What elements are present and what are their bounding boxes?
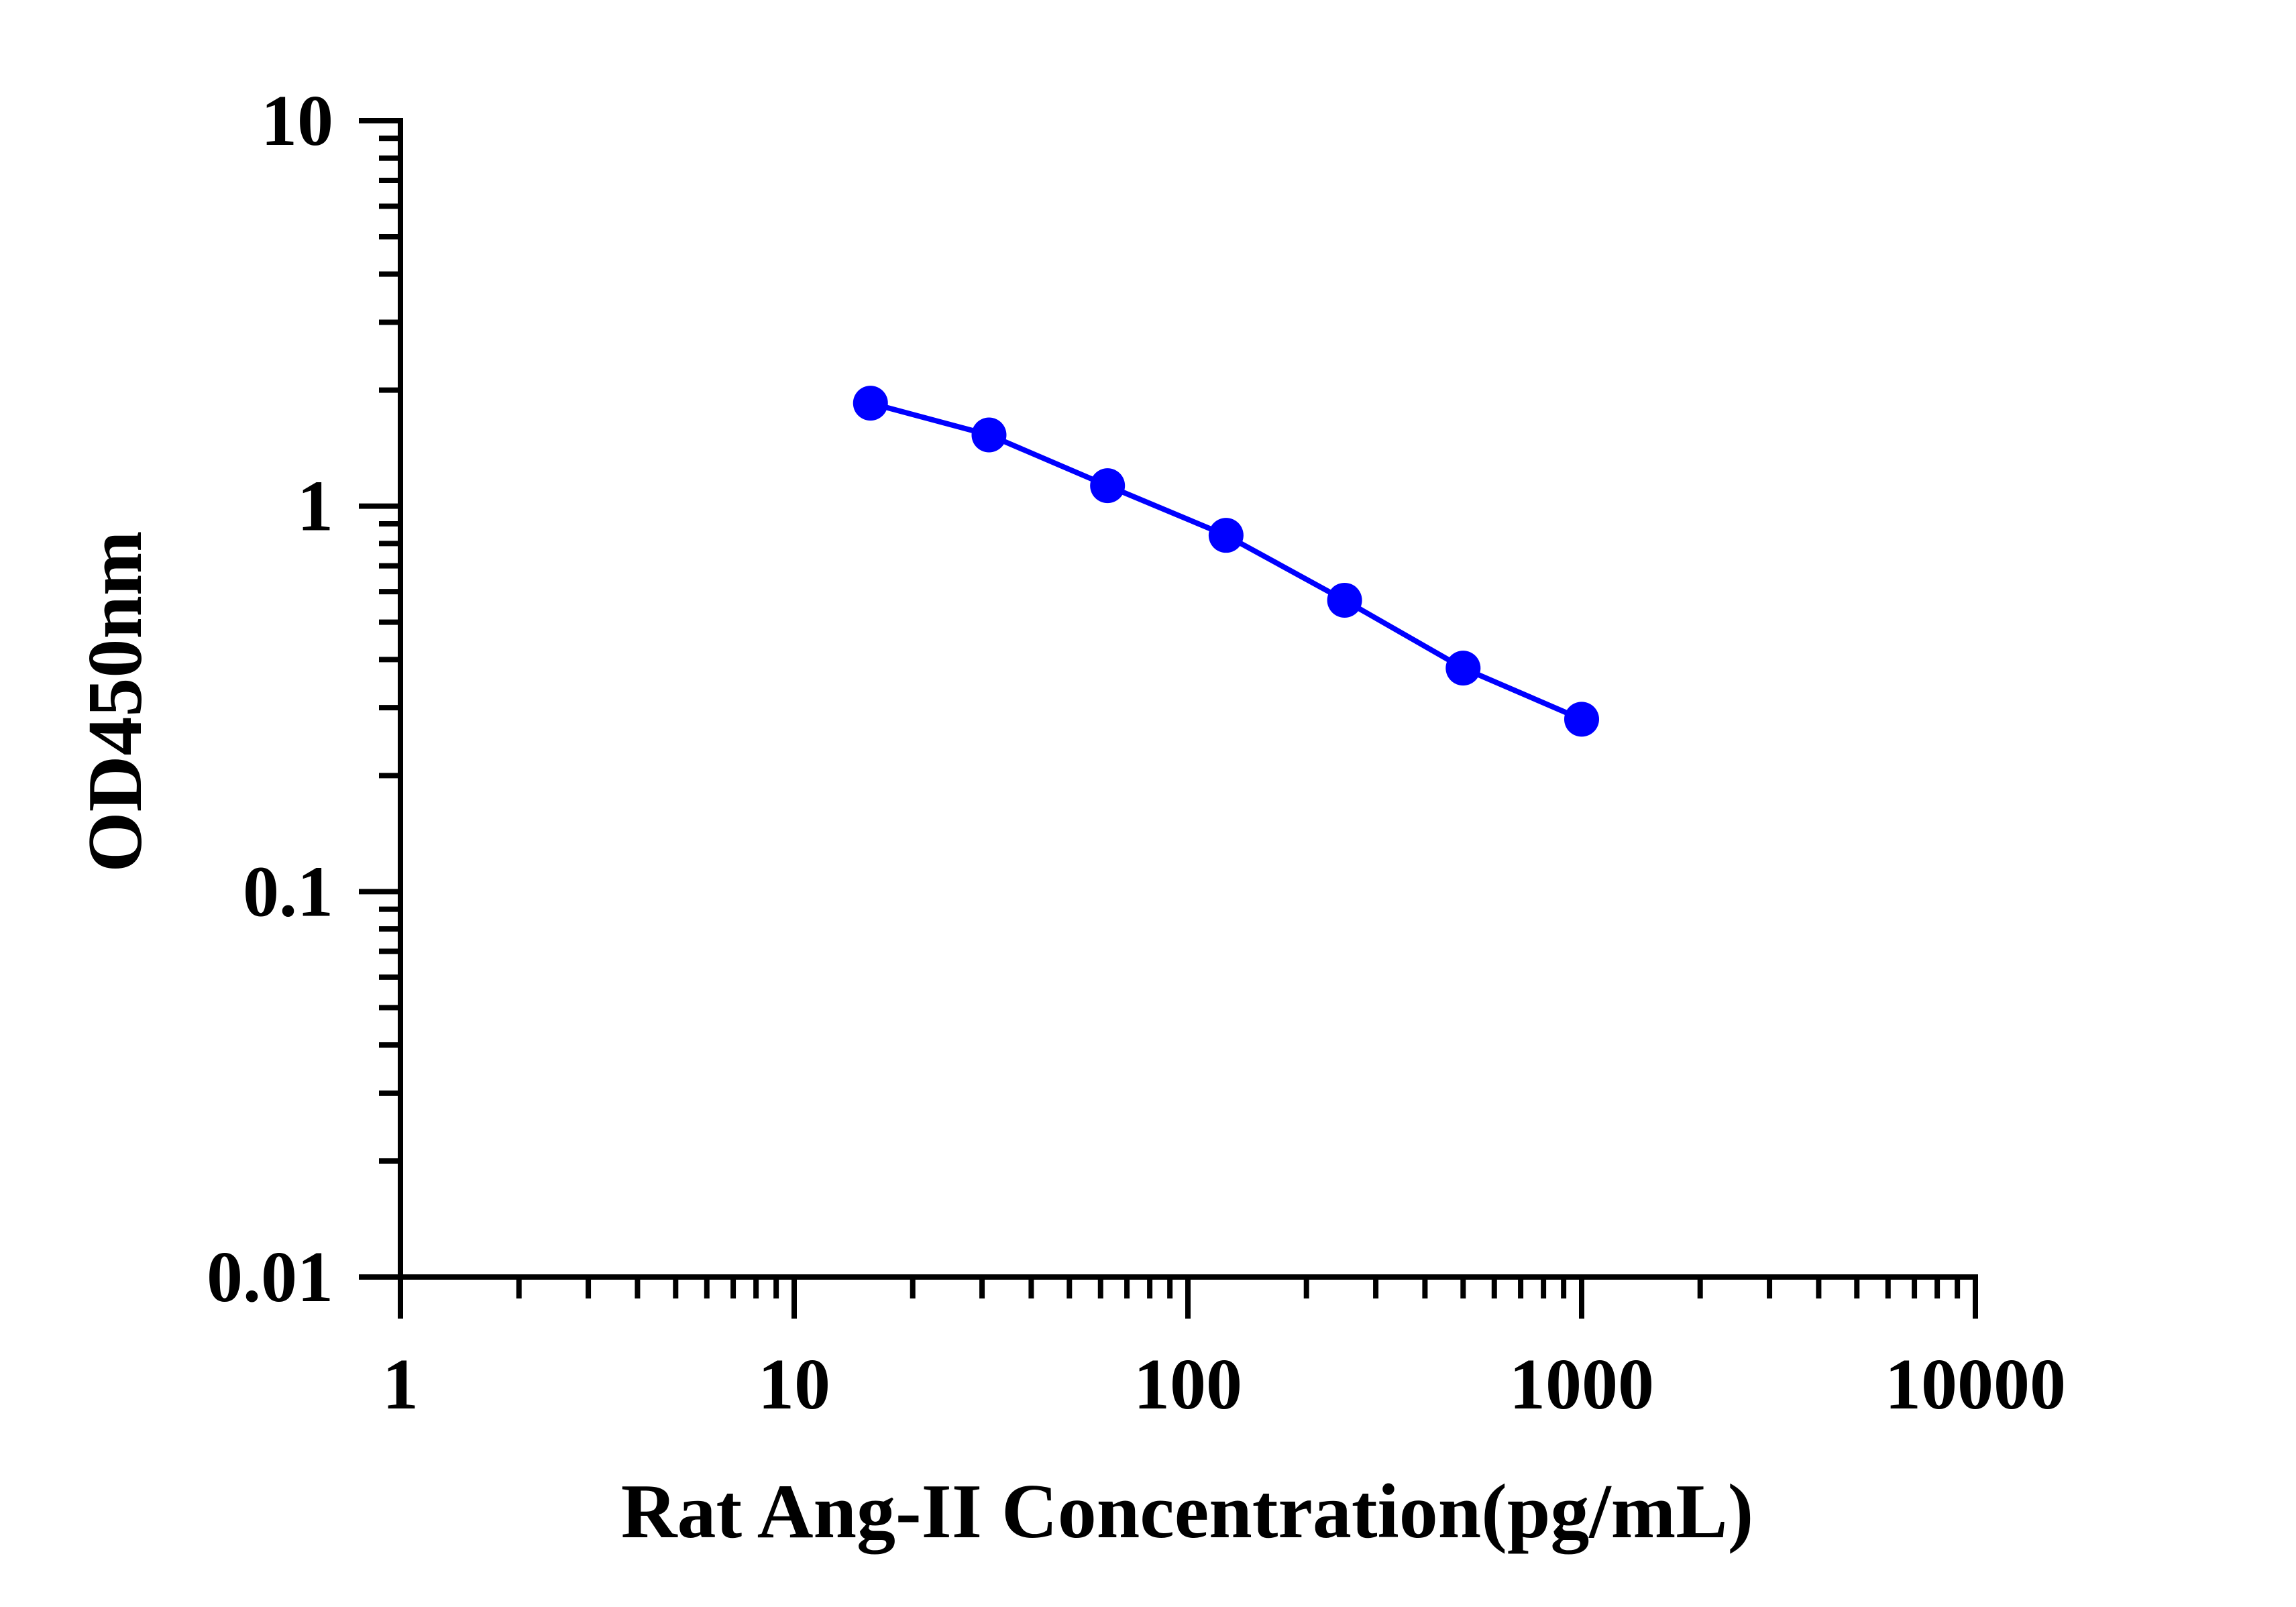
data-point xyxy=(1564,702,1599,737)
data-point xyxy=(1445,651,1481,686)
ticks xyxy=(359,118,1978,1319)
x-tick-label: 1 xyxy=(382,1345,419,1425)
y-axis-title: OD450nm xyxy=(72,531,158,872)
y-tick-label: 0.1 xyxy=(243,852,333,932)
y-tick-label: 1 xyxy=(297,467,333,547)
x-tick-label: 10000 xyxy=(1885,1345,2066,1425)
y-tick-label: 0.01 xyxy=(207,1237,333,1317)
y-tick-label: 10 xyxy=(261,81,333,161)
x-tick-label: 100 xyxy=(1134,1345,1242,1425)
tick-labels: 0.01 0.1 1 10 1 10 100 1000 10000 xyxy=(207,81,2066,1425)
axes xyxy=(398,118,1978,1280)
data-point xyxy=(1327,582,1362,618)
data-point xyxy=(971,417,1007,453)
x-axis-title: Rat Ang-II Concentration(pg/mL) xyxy=(621,1469,1753,1555)
data-point xyxy=(853,386,888,421)
data-point xyxy=(1090,468,1126,504)
series xyxy=(853,386,1599,737)
x-tick-label: 10 xyxy=(758,1345,830,1425)
data-point xyxy=(1208,518,1244,553)
x-tick-label: 1000 xyxy=(1509,1345,1654,1425)
